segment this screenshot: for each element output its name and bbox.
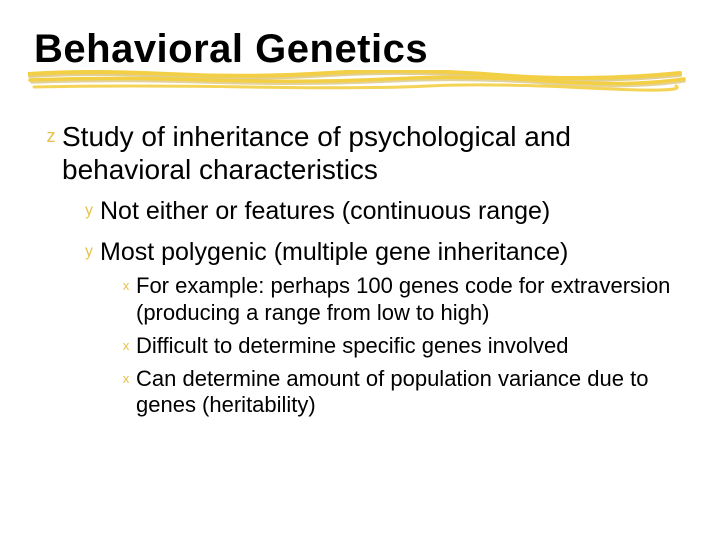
bullet-level3: x Can determine amount of population var…: [116, 366, 686, 420]
bullet-glyph-x-icon: x: [116, 333, 136, 360]
bullet-text: Most polygenic (multiple gene inheritanc…: [100, 237, 686, 268]
bullet-glyph-x-icon: x: [116, 273, 136, 300]
bullet-text: Study of inheritance of psychological an…: [62, 120, 686, 186]
bullet-glyph-y-icon: y: [78, 196, 100, 227]
bullet-text: For example: perhaps 100 genes code for …: [136, 273, 686, 327]
bullet-glyph-x-icon: x: [116, 366, 136, 393]
bullet-glyph-y-icon: y: [78, 237, 100, 268]
bullet-text: Difficult to determine specific genes in…: [136, 333, 686, 360]
bullet-level2: y Not either or features (continuous ran…: [78, 196, 686, 227]
bullet-text: Can determine amount of population varia…: [136, 366, 686, 420]
bullet-level1: z Study of inheritance of psychological …: [40, 120, 686, 186]
title-underline: [34, 72, 686, 94]
slide-title: Behavioral Genetics: [34, 28, 686, 70]
bullet-glyph-z-icon: z: [40, 120, 62, 153]
bullet-level2: y Most polygenic (multiple gene inherita…: [78, 237, 686, 268]
bullet-text: Not either or features (continuous range…: [100, 196, 686, 227]
slide: Behavioral Genetics z Study of inheritan…: [0, 0, 720, 540]
bullet-level3: x Difficult to determine specific genes …: [116, 333, 686, 360]
bullet-level3: x For example: perhaps 100 genes code fo…: [116, 273, 686, 327]
